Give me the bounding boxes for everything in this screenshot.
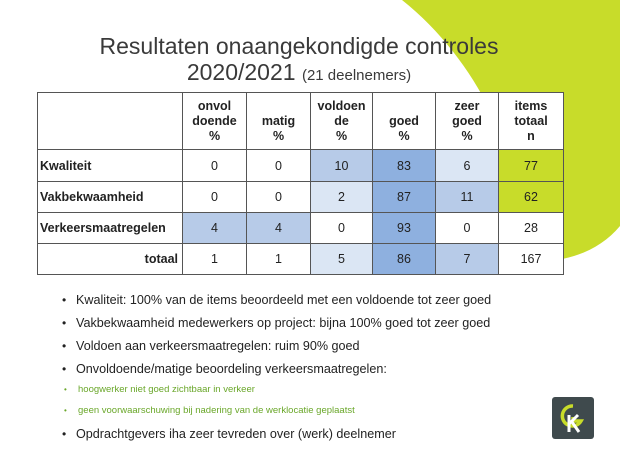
- cell: 86: [372, 243, 436, 275]
- cell: 1: [246, 243, 311, 275]
- header-zeer-goed: zeer goed%: [435, 92, 499, 150]
- cell: 93: [372, 212, 436, 244]
- row-label: totaal: [37, 243, 183, 275]
- cell: 1: [182, 243, 247, 275]
- sub-bullet-item: geen voorwaarschuwing bij nadering van d…: [62, 405, 562, 417]
- cell: 2: [310, 181, 373, 213]
- cell: 5: [310, 243, 373, 275]
- slide-title: Resultaten onaangekondigde controles 202…: [0, 33, 598, 89]
- header-items-totaal: items totaal n: [498, 92, 564, 150]
- title-participants: (21 deelnemers): [301, 67, 412, 84]
- row-label: Vakbekwaamheid: [37, 181, 183, 213]
- cell: 0: [182, 181, 247, 213]
- cell: 167: [498, 243, 564, 275]
- cell: 83: [372, 149, 436, 182]
- row-label: Verkeersmaatregelen: [37, 212, 183, 244]
- cell: 28: [498, 212, 564, 244]
- table-header-row: onvol doende% matig% voldoen de% goed% zee…: [37, 92, 564, 150]
- cell: 0: [246, 181, 311, 213]
- bullet-item: Opdrachtgevers iha zeer tevreden over (w…: [62, 426, 562, 442]
- sub-bullet-item: hoogwerker niet goed zichtbaar in verkee…: [62, 384, 562, 396]
- title-line-1: Resultaten onaangekondigde controles: [99, 33, 499, 59]
- bullet-item: Vakbekwaamheid medewerkers op project: b…: [62, 315, 562, 331]
- cell: 6: [435, 149, 499, 182]
- cell: 4: [182, 212, 247, 244]
- cell: 77: [498, 149, 564, 182]
- header-onvoldoende: onvol doende%: [182, 92, 247, 150]
- gk-logo-icon: [552, 397, 594, 439]
- cell: 4: [246, 212, 311, 244]
- title-line-2: 2020/2021 (21 deelnemers): [0, 59, 598, 89]
- cell: 11: [435, 181, 499, 213]
- table-row: totaal 1 1 5 86 7 167: [37, 243, 564, 275]
- bullet-item: Kwaliteit: 100% van de items beoordeeld …: [62, 292, 562, 308]
- header-goed: goed%: [372, 92, 436, 150]
- cell: 0: [182, 149, 247, 182]
- cell: 62: [498, 181, 564, 213]
- cell: 0: [310, 212, 373, 244]
- header-empty: [37, 92, 183, 150]
- table-row: Kwaliteit 0 0 10 83 6 77: [37, 149, 564, 182]
- table-row: Verkeersmaatregelen 4 4 0 93 0 28: [37, 212, 564, 244]
- cell: 10: [310, 149, 373, 182]
- results-table: onvol doende% matig% voldoen de% goed% zee…: [37, 92, 564, 275]
- title-year: 2020/2021: [186, 59, 296, 85]
- cell: 0: [435, 212, 499, 244]
- header-voldoende: voldoen de%: [310, 92, 373, 150]
- cell: 7: [435, 243, 499, 275]
- bullet-list: Kwaliteit: 100% van de items beoordeeld …: [62, 292, 562, 449]
- bullet-item: Onvoldoende/matige beoordeling verkeersm…: [62, 361, 562, 377]
- cell: 87: [372, 181, 436, 213]
- bullet-item: Voldoen aan verkeersmaatregelen: ruim 90…: [62, 338, 562, 354]
- row-label: Kwaliteit: [37, 149, 183, 182]
- table-row: Vakbekwaamheid 0 0 2 87 11 62: [37, 181, 564, 213]
- cell: 0: [246, 149, 311, 182]
- header-matig: matig%: [246, 92, 311, 150]
